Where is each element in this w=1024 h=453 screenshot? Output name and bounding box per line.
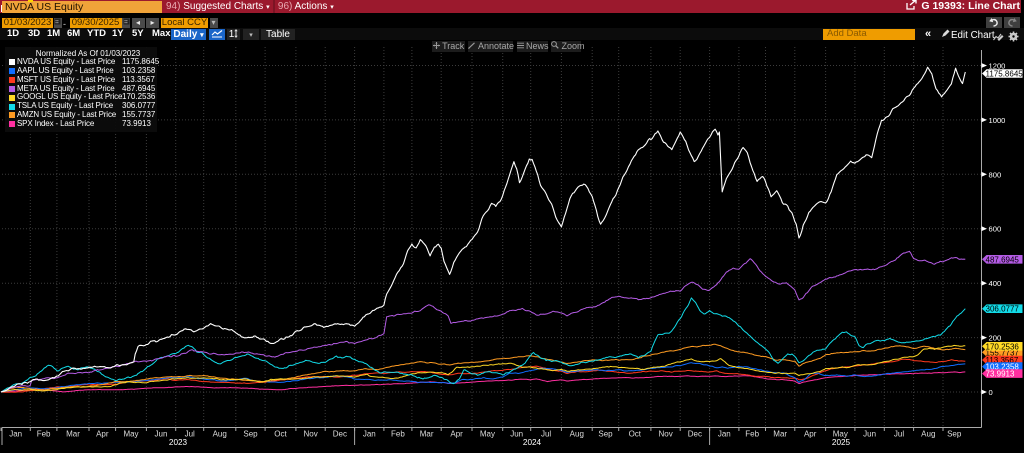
svg-text:2025: 2025 <box>832 438 851 447</box>
svg-text:Jun: Jun <box>155 430 168 439</box>
svg-text:Oct: Oct <box>629 430 642 439</box>
svg-text:Jul: Jul <box>185 430 195 439</box>
svg-text:170.2536: 170.2536 <box>986 342 1020 351</box>
svg-text:Nov: Nov <box>658 430 672 439</box>
svg-text:Feb: Feb <box>745 430 759 439</box>
svg-text:306.0777: 306.0777 <box>986 305 1020 314</box>
svg-text:Jun: Jun <box>863 430 876 439</box>
svg-text:Feb: Feb <box>37 430 51 439</box>
svg-text:Dec: Dec <box>333 430 347 439</box>
svg-text:800: 800 <box>989 170 1002 179</box>
svg-text:0: 0 <box>989 388 993 397</box>
svg-text:Apr: Apr <box>804 430 817 439</box>
svg-text:Apr: Apr <box>450 430 463 439</box>
svg-text:400: 400 <box>989 279 1002 288</box>
svg-text:600: 600 <box>989 225 1002 234</box>
svg-text:1175.8645: 1175.8645 <box>986 70 1024 79</box>
svg-text:Mar: Mar <box>66 430 80 439</box>
svg-text:Jul: Jul <box>541 430 551 439</box>
svg-text:Jan: Jan <box>9 430 22 439</box>
svg-text:1200: 1200 <box>989 62 1006 71</box>
svg-text:1000: 1000 <box>989 116 1006 125</box>
svg-text:Aug: Aug <box>213 430 227 439</box>
svg-text:Sep: Sep <box>243 430 258 439</box>
svg-text:Jul: Jul <box>894 430 904 439</box>
svg-text:Aug: Aug <box>921 430 935 439</box>
svg-text:103.2358: 103.2358 <box>986 363 1020 372</box>
svg-text:Sep: Sep <box>947 430 962 439</box>
svg-text:113.3567: 113.3567 <box>986 356 1019 365</box>
svg-text:2024: 2024 <box>523 438 542 447</box>
svg-text:May: May <box>480 430 495 439</box>
svg-text:May: May <box>123 430 138 439</box>
svg-text:2023: 2023 <box>169 438 188 447</box>
svg-text:Nov: Nov <box>303 430 317 439</box>
svg-text:Mar: Mar <box>773 430 787 439</box>
svg-text:155.7737: 155.7737 <box>986 348 1020 357</box>
svg-text:Aug: Aug <box>570 430 584 439</box>
svg-text:73.9913: 73.9913 <box>986 370 1015 379</box>
svg-text:Feb: Feb <box>391 430 405 439</box>
svg-text:May: May <box>833 430 848 439</box>
svg-text:200: 200 <box>989 334 1002 343</box>
svg-text:Dec: Dec <box>688 430 702 439</box>
svg-text:Apr: Apr <box>96 430 109 439</box>
svg-text:Oct: Oct <box>274 430 287 439</box>
svg-text:Sep: Sep <box>598 430 613 439</box>
svg-text:Jun: Jun <box>510 430 523 439</box>
svg-text:Jan: Jan <box>363 430 376 439</box>
svg-text:Jan: Jan <box>718 430 731 439</box>
svg-text:Mar: Mar <box>420 430 434 439</box>
svg-text:487.6945: 487.6945 <box>986 255 1020 264</box>
